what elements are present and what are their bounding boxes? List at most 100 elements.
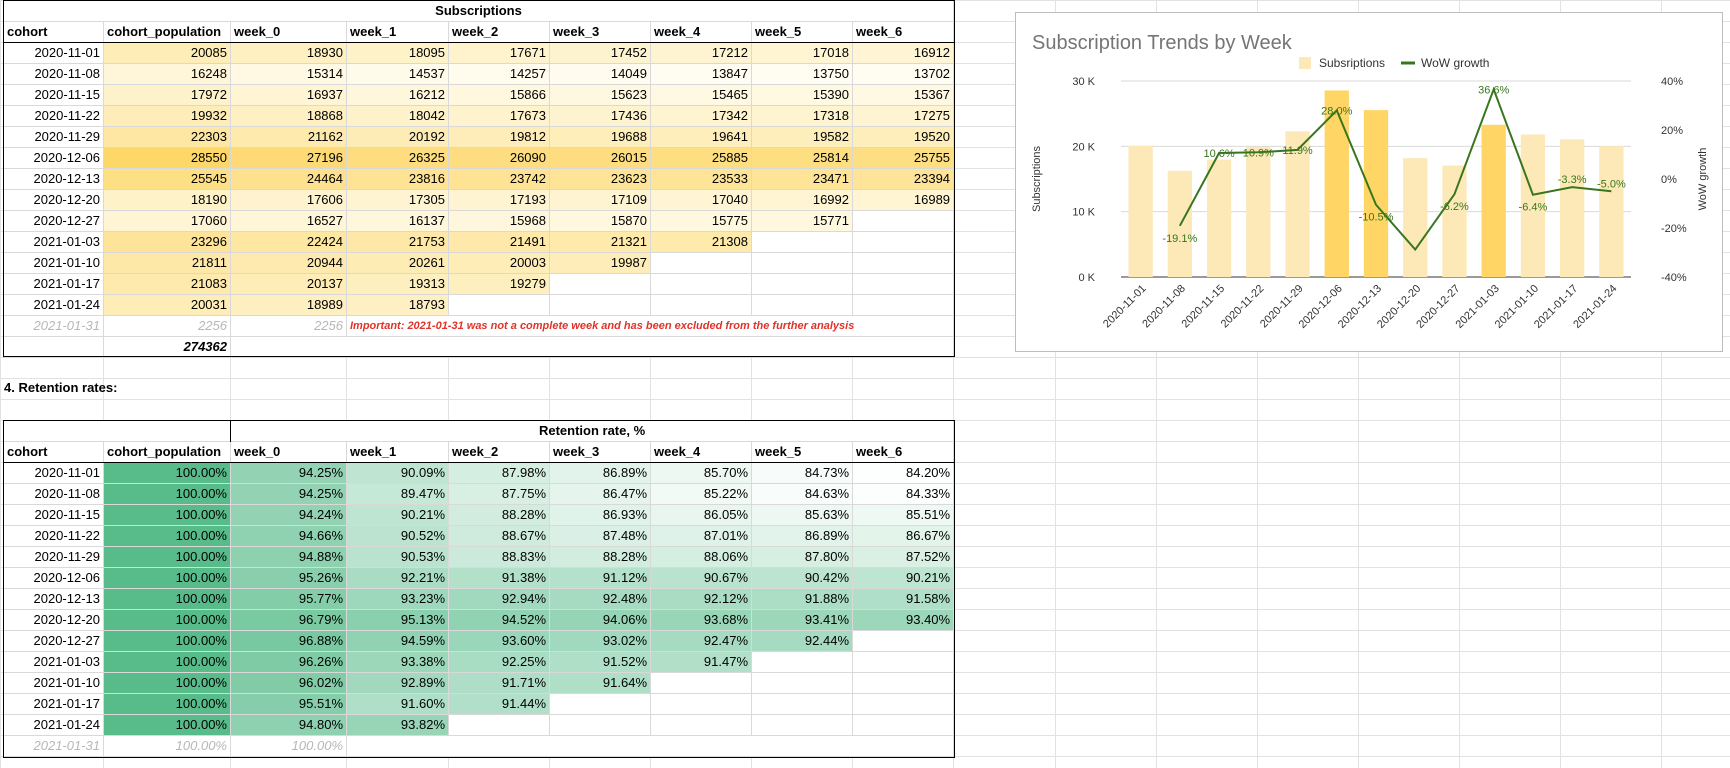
rate-cell: 93.41% — [751, 609, 853, 631]
excluded-row: 2021-01-31 2256 2256 Important: 2021-01-31 … — [3, 315, 955, 337]
table-row: 2020-11-08 16248 15314 14537 14257 14049 13847… — [3, 63, 955, 85]
value-cell: 17018 — [751, 42, 853, 64]
y-axis-label: Subscriptions — [1031, 145, 1043, 212]
rate-cell — [851, 672, 955, 694]
rate-cell: 91.12% — [549, 567, 651, 589]
value-cell: 20031 — [103, 294, 231, 316]
column-header: week_5 — [751, 441, 853, 463]
column-header: week_5 — [751, 21, 853, 43]
value-cell: 13750 — [751, 63, 853, 85]
value-cell: 28550 — [103, 147, 231, 169]
rate-cell: 90.53% — [346, 546, 449, 568]
rate-cell: 95.77% — [230, 588, 347, 610]
rate-cell: 93.60% — [448, 630, 550, 652]
legend-label: Subsriptions — [1319, 56, 1385, 70]
bar-subscriptions — [1206, 159, 1232, 277]
cohort-cell: 2020-11-08 — [3, 483, 104, 505]
value-cell: 18989 — [230, 294, 347, 316]
rate-cell: 85.70% — [650, 462, 752, 484]
rate-cell: 96.02% — [230, 672, 347, 694]
point-label: 28.0% — [1321, 105, 1352, 117]
table-row: 2020-11-15 17972 16937 16212 15866 15623 15465… — [3, 84, 955, 106]
value-cell — [751, 273, 853, 295]
value-cell — [549, 273, 651, 295]
y2-tick-label: 0% — [1661, 174, 1677, 186]
table-row: 2020-12-20 18190 17606 17305 17193 17109 17040… — [3, 189, 955, 211]
rate-cell: 86.05% — [650, 504, 752, 526]
rate-cell: 90.21% — [346, 504, 449, 526]
y-tick-label: 10 K — [1072, 207, 1095, 219]
value-cell: 19812 — [448, 126, 550, 148]
rate-cell: 100.00% — [103, 609, 231, 631]
excluded-cell: 100.00% — [103, 735, 231, 757]
rate-cell: 90.21% — [851, 567, 955, 589]
value-cell: 23533 — [650, 168, 752, 190]
bar-subscriptions — [1599, 146, 1624, 277]
value-cell: 18930 — [230, 42, 347, 64]
value-cell: 16992 — [751, 189, 853, 211]
value-cell: 19520 — [851, 126, 955, 148]
value-cell: 20944 — [230, 252, 347, 274]
y2-tick-label: 20% — [1661, 125, 1683, 137]
chart-title: Subscription Trends by Week — [1032, 32, 1293, 54]
bar-subscriptions — [1403, 158, 1428, 277]
value-cell: 21083 — [103, 273, 231, 295]
point-label: -6.4% — [1519, 202, 1548, 214]
value-cell: 21308 — [650, 231, 752, 253]
point-label: -5.0% — [1597, 178, 1626, 190]
excluded-cell: 2021-01-31 — [3, 315, 104, 337]
subscription-trends-chart[interactable]: Subscription Trends by Week Subsriptions W… — [1015, 12, 1723, 352]
rate-cell: 100.00% — [103, 504, 231, 526]
point-label: -6.2% — [1440, 201, 1469, 213]
value-cell: 26090 — [448, 147, 550, 169]
value-cell — [751, 252, 853, 274]
value-cell: 27196 — [230, 147, 347, 169]
rate-cell: 86.89% — [751, 525, 853, 547]
table-row: 2021-01-17 21083 20137 19313 19279 — [3, 273, 955, 295]
rate-cell: 92.25% — [448, 651, 550, 673]
rate-cell: 94.06% — [549, 609, 651, 631]
table-row: 2020-12-27 100.00% 96.88% 94.59% 93.60% 93.02… — [3, 630, 955, 652]
empty-cell — [345, 735, 955, 757]
table-row: 2021-01-24 20031 18989 18793 — [3, 294, 955, 316]
value-cell: 17040 — [650, 189, 752, 211]
value-cell: 15314 — [230, 63, 347, 85]
rate-cell: 96.88% — [230, 630, 347, 652]
excluded-cell: 2256 — [103, 315, 231, 337]
value-cell: 16137 — [346, 210, 449, 232]
rate-cell: 84.73% — [751, 462, 853, 484]
rate-cell: 100.00% — [103, 714, 231, 736]
column-header: week_2 — [448, 441, 550, 463]
value-cell: 19582 — [751, 126, 853, 148]
rate-cell: 100.00% — [103, 525, 231, 547]
rate-cell: 87.01% — [650, 525, 752, 547]
value-cell: 24464 — [230, 168, 347, 190]
column-header: week_0 — [230, 21, 347, 43]
rate-cell: 93.40% — [851, 609, 955, 631]
value-cell: 15866 — [448, 84, 550, 106]
column-header: week_2 — [448, 21, 550, 43]
value-cell: 14257 — [448, 63, 550, 85]
bar-subscriptions — [1246, 146, 1271, 277]
value-cell — [549, 294, 651, 316]
rate-cell: 100.00% — [103, 651, 231, 673]
value-cell — [751, 231, 853, 253]
rate-cell: 100.00% — [103, 630, 231, 652]
rate-cell — [851, 630, 955, 652]
value-cell: 25814 — [751, 147, 853, 169]
value-cell: 15771 — [751, 210, 853, 232]
bar-subscriptions — [1442, 165, 1467, 277]
value-cell: 15367 — [851, 84, 955, 106]
value-cell — [851, 273, 955, 295]
value-cell: 17109 — [549, 189, 651, 211]
value-cell: 23471 — [751, 168, 853, 190]
point-label: -19.1% — [1162, 233, 1197, 245]
legend-swatch-bars — [1299, 57, 1311, 69]
value-cell: 13847 — [650, 63, 752, 85]
table-row: 2020-11-29 22303 21162 20192 19812 19688 19641… — [3, 126, 955, 148]
value-cell: 18868 — [230, 105, 347, 127]
value-cell: 18042 — [346, 105, 449, 127]
rate-cell: 87.80% — [751, 546, 853, 568]
y-tick-label: 0 K — [1078, 272, 1095, 284]
value-cell: 19987 — [549, 252, 651, 274]
